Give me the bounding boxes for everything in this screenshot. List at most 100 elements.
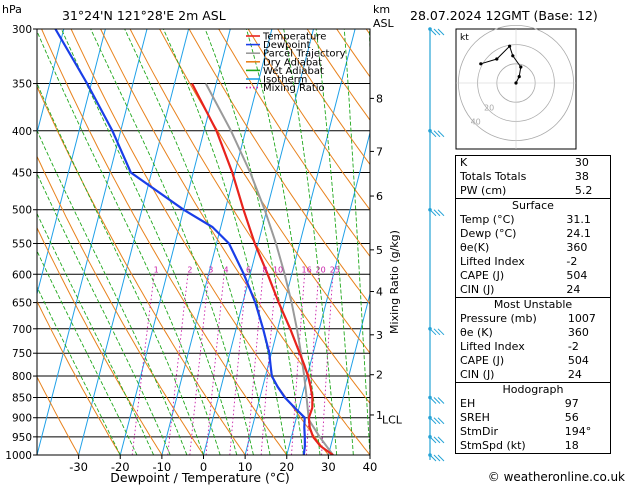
table-row: PW (cm) 5.2 [456, 184, 611, 199]
pressure-tick-label: 300 [12, 24, 32, 36]
series-dewpoint [54, 29, 307, 455]
table-row: CIN (J) 24 [456, 368, 611, 383]
mixing-ratio-line [291, 274, 306, 455]
row-label: θe(K) [460, 241, 490, 254]
wind-barb [429, 328, 445, 336]
dry-adiabat [37, 155, 204, 455]
mixing-ratio-line [321, 274, 334, 455]
mixing-ratio-label: 10 [273, 265, 283, 274]
dry-adiabat [70, 29, 329, 455]
temp-tick-label: 40 [363, 460, 378, 474]
row-value: 360 [566, 241, 588, 254]
hodograph-point [517, 75, 521, 79]
table-section-title: Surface [455, 198, 611, 213]
hodograph-point [508, 44, 512, 48]
dry-adiabat [277, 29, 370, 166]
table-row: K 30 [456, 156, 611, 171]
mixing-ratio-label: 1 [154, 265, 159, 274]
indices-panel: K 30 Totals Totals 38 PW (cm) 5.2 Surface Temp… [455, 155, 611, 454]
row-label: CIN (J) [460, 283, 495, 296]
dry-adiabat [37, 226, 163, 455]
table-row: Temp (°C) 31.1 [456, 213, 611, 227]
isotherm [37, 29, 65, 135]
row-value: 31.1 [566, 213, 591, 226]
dry-adiabat [37, 300, 121, 455]
wet-adiabat [37, 250, 138, 455]
hodograph-point [495, 57, 499, 61]
hodograph-ring-label: 40 [471, 117, 481, 126]
isotherm [327, 291, 370, 455]
profile-lines [54, 29, 334, 455]
row-value: 504 [567, 354, 589, 367]
mixing-ratio-line [229, 274, 247, 455]
wet-adiabat [90, 29, 254, 455]
mixing-ratio-label: 8 [262, 265, 267, 274]
row-value: 38 [574, 170, 589, 183]
table-row: Lifted Index -2 [456, 255, 611, 269]
mixing-ratio-line [205, 274, 225, 455]
wet-adiabat [162, 29, 288, 455]
mixing-ratio-line [305, 274, 320, 455]
most-unstable-table: Most Unstable Pressure (mb) 1007 θe (K) 360 L… [455, 297, 611, 383]
row-value: 5.2 [574, 184, 593, 197]
hodograph-point [511, 54, 515, 58]
row-label: StmDir [460, 425, 499, 438]
wet-adiabat [315, 29, 354, 455]
dry-adiabat [247, 29, 370, 211]
table-row: EH 97 [456, 397, 611, 411]
row-value: 97 [564, 397, 579, 410]
row-value: -2 [566, 255, 578, 268]
row-label: Totals Totals [460, 170, 527, 183]
mixing-ratio-label: 6 [246, 265, 251, 274]
row-label: EH [460, 397, 476, 410]
pressure-tick-label: 800 [12, 371, 32, 383]
row-value: 194° [564, 425, 592, 438]
row-value: 1007 [567, 312, 596, 325]
mixing-ratio-line [131, 274, 155, 455]
temp-tick-label: 20 [279, 460, 294, 474]
mixing-ratio-line [167, 274, 189, 455]
hodograph-table: Hodograph EH 97 SREH 56 StmDir 194° StmSpd (kt)… [455, 382, 611, 454]
pressure-tick-label: 850 [12, 392, 32, 404]
row-label: CAPE (J) [460, 269, 505, 282]
x-axis-label: Dewpoint / Temperature (°C) [110, 470, 289, 485]
isotherm [244, 29, 356, 455]
units-left: hPa [2, 3, 22, 16]
table-row: θe (K) 360 [456, 326, 611, 340]
pressure-tick-label: 550 [12, 238, 32, 250]
mixing-ratio-label: 20 [316, 265, 326, 274]
row-value: 504 [566, 269, 588, 282]
isotherm [37, 29, 148, 455]
table-row: θe(K) 360 [456, 241, 611, 255]
datetime-title: 28.07.2024 12GMT (Base: 12) [410, 8, 598, 23]
row-value: 24.1 [566, 227, 591, 240]
dry-adiabat [218, 29, 370, 258]
table-row: SREH 56 [456, 411, 611, 425]
km-tick-label: 4 [376, 286, 383, 299]
wind-barbs [428, 27, 445, 462]
table-section-title: Most Unstable [455, 297, 611, 312]
mixing-ratio-line [260, 274, 277, 455]
isotherm [119, 29, 231, 455]
grid-lines [37, 29, 370, 455]
table-row: CIN (J) 24 [456, 283, 611, 298]
wet-adiabat [37, 30, 221, 455]
surface-table: Surface Temp (°C) 31.1 Dewp (°C) 24.1 θe(K) 36… [455, 198, 611, 298]
wind-barb [429, 436, 445, 444]
mixing-ratio-line [246, 274, 264, 455]
table-row: StmDir 194° [456, 425, 611, 439]
pressure-tick-label: 350 [12, 79, 32, 91]
pressure-tick-label: 950 [12, 432, 32, 444]
row-value: 24 [566, 283, 581, 296]
wind-barb [429, 130, 445, 138]
mixing-ratio-label: 4 [224, 265, 229, 274]
row-label: Lifted Index [460, 255, 525, 268]
row-label: PW (cm) [460, 184, 507, 197]
wet-adiabat [343, 29, 370, 455]
mixing-ratio-label: 25 [330, 265, 340, 274]
temp-tick-label: 10 [238, 460, 253, 474]
row-label: θe (K) [460, 326, 493, 339]
temp-tick-label: 0 [200, 460, 207, 474]
km-tick-label: 3 [376, 329, 383, 342]
